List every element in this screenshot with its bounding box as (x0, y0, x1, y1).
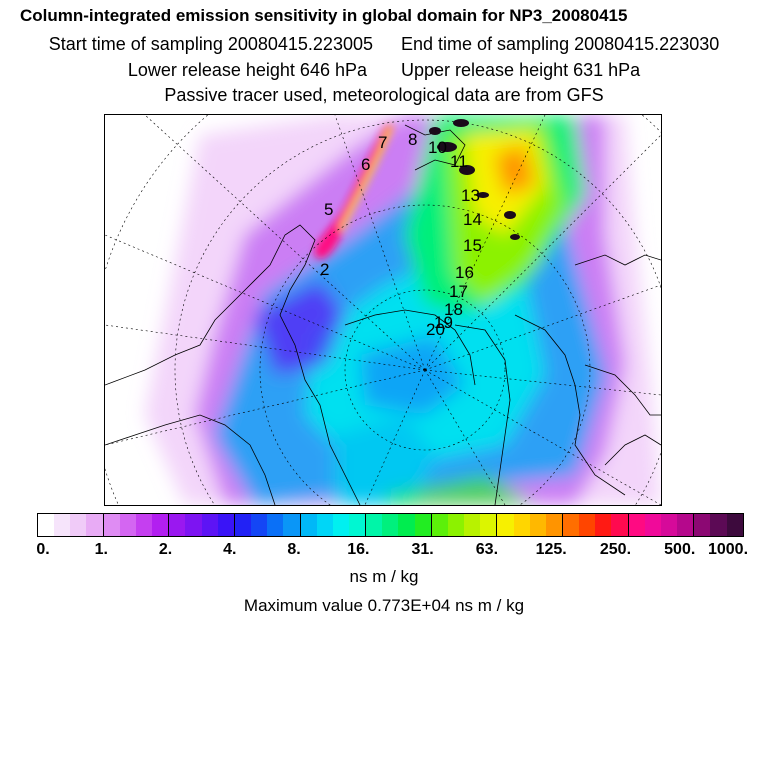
start-time: Start time of sampling 20080415.223005 (48, 34, 373, 54)
release-heights: Lower release height 646 hPa Upper releas… (0, 60, 768, 81)
colorbar-segment (414, 514, 432, 536)
model-note: Passive tracer used, meteorological data… (164, 85, 604, 105)
colorbar-segment (529, 514, 546, 536)
colorbar-segment (103, 514, 120, 536)
colorbar-segment (611, 514, 629, 536)
colorbar-tick-label: 4. (223, 541, 237, 558)
colorbar-segment (38, 514, 55, 536)
upper-release-height: Upper release height 631 hPa (401, 60, 641, 80)
colorbar-segment (135, 514, 153, 536)
colorbar-segment (382, 514, 399, 536)
colorbar-segment (119, 514, 136, 536)
colorbar-segment (234, 514, 252, 536)
colorbar-segment (283, 514, 301, 536)
traj-label-6: 6 (361, 155, 370, 174)
plot-title: Column-integrated emission sensitivity i… (20, 6, 628, 25)
traj-label-2: 2 (320, 260, 329, 279)
trajectory-band (314, 125, 395, 259)
colorbar-segment (398, 514, 415, 536)
trajectory-labels: 7 8 10 11 13 14 15 16 17 18 19 20 6 5 2 (320, 130, 482, 339)
colorbar-segment (726, 514, 743, 536)
traj-label-18: 18 (444, 300, 463, 319)
colorbar-tick-label: 1. (94, 541, 108, 558)
colorbar-tick-label: 1000. (707, 541, 749, 558)
sensitivity-map: 7 8 10 11 13 14 15 16 17 18 19 20 6 5 2 (104, 114, 662, 506)
map-graticule (105, 115, 661, 505)
traj-label-10: 10 (428, 138, 447, 157)
colorbar-tick-label: 0. (36, 541, 50, 558)
colorbar-segment (201, 514, 218, 536)
colorbar-segment (628, 514, 645, 536)
colorbar-segment (447, 514, 465, 536)
colorbar-segment (545, 514, 563, 536)
coastlines (105, 124, 661, 505)
traj-label-7: 7 (378, 133, 387, 152)
colorbar-tick-label: 500. (664, 541, 696, 558)
colorbar-segment (595, 514, 612, 536)
colorbar-segment (644, 514, 661, 536)
colorbar-segment (694, 514, 711, 536)
colorbar-tick-label: 63. (475, 541, 499, 558)
colorbar-segment (300, 514, 317, 536)
colorbar-tick-label: 31. (411, 541, 434, 558)
colorbar-tick-label: 2. (158, 541, 173, 558)
colorbar (37, 513, 744, 537)
end-time: End time of sampling 20080415.223030 (401, 34, 720, 54)
traj-label-5: 5 (324, 200, 333, 219)
colorbar-segment (464, 514, 481, 536)
colorbar-ticks: 0. 1. 2. 4. 8. 16. 31. 63. 125. 250. 500. 1000. (0, 541, 768, 561)
colorbar-segment (217, 514, 235, 536)
colorbar-segment (431, 514, 448, 536)
colorbar-segment (267, 514, 284, 536)
traj-label-19: 19 (434, 313, 453, 332)
colorbar-segment (316, 514, 333, 536)
traj-label-16: 16 (455, 263, 474, 282)
sampling-times: Start time of sampling 20080415.223005 En… (0, 34, 768, 55)
colorbar-segment (332, 514, 349, 536)
colorbar-tick-label: 125. (535, 541, 567, 558)
lower-release-height: Lower release height 646 hPa (127, 60, 367, 80)
colorbar-segment (480, 514, 498, 536)
colorbar-segment (497, 514, 514, 536)
colorbar-segment (251, 514, 268, 536)
colorbar-tick-label: 250. (599, 541, 632, 558)
traj-label-11: 11 (450, 152, 468, 171)
max-value: Maximum value 0.773E+04 ns m / kg (243, 596, 525, 615)
colorbar-segment (185, 514, 202, 536)
colorbar-tick-label: 8. (287, 541, 301, 558)
colorbar-segment (710, 514, 727, 536)
colorbar-unit: ns m / kg (349, 567, 419, 586)
traj-label-15: 15 (463, 236, 482, 255)
colorbar-segment (563, 514, 580, 536)
colorbar-segment (152, 514, 170, 536)
traj-label-20: 20 (426, 320, 445, 339)
high-value-patches (429, 119, 520, 240)
traj-label-14: 14 (463, 210, 482, 229)
colorbar-segment (348, 514, 367, 536)
colorbar-segment (169, 514, 186, 536)
colorbar-tick-label: 16. (347, 541, 370, 558)
colorbar-segment (86, 514, 104, 536)
traj-label-8: 8 (408, 130, 417, 149)
colorbar-segment (677, 514, 695, 536)
colorbar-segment (579, 514, 596, 536)
colorbar-segment (366, 514, 383, 536)
traj-label-13: 13 (461, 186, 480, 205)
colorbar-segment (660, 514, 678, 536)
colorbar-segment (513, 514, 530, 536)
colorbar-segment (54, 514, 71, 536)
map-canvas: 7 8 10 11 13 14 15 16 17 18 19 20 6 5 2 (105, 115, 661, 505)
colorbar-segment (70, 514, 87, 536)
traj-label-17: 17 (449, 282, 468, 301)
